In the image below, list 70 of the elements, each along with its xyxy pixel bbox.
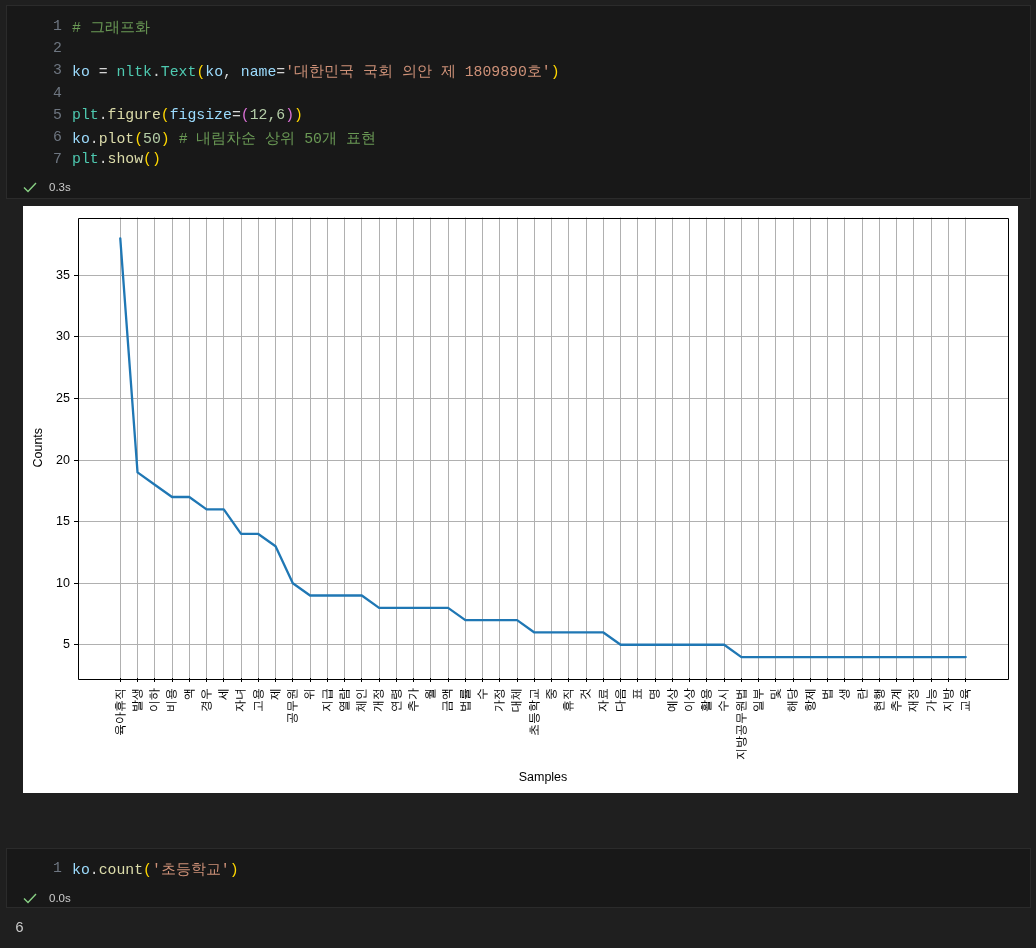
x-tick-label: 추가 bbox=[405, 688, 420, 712]
x-tick-label: 해당 bbox=[785, 688, 800, 712]
x-tick-label: 활용 bbox=[699, 688, 714, 712]
text: 1 # 그래프화 bbox=[52, 18, 150, 36]
x-tick-label: 현행 bbox=[871, 688, 886, 712]
x-tick-label: 열람 bbox=[336, 688, 351, 712]
x-tick-label: 발생 bbox=[129, 688, 144, 712]
y-tick-label: 30 bbox=[56, 329, 71, 344]
x-tick-label: 금액 bbox=[440, 688, 455, 712]
x-tick-label: 지방 bbox=[940, 688, 955, 712]
x-tick-label: 추계 bbox=[889, 688, 904, 712]
x-tick-label: 월 bbox=[423, 688, 438, 700]
x-tick-label: 중 bbox=[543, 688, 558, 700]
x-tick-label: 액 bbox=[181, 688, 196, 700]
text: 7 plt.show() bbox=[52, 151, 161, 168]
y-tick-label: 35 bbox=[56, 267, 71, 282]
x-tick-label: 가능 bbox=[923, 688, 938, 712]
text: 0.0s bbox=[49, 891, 71, 905]
x-tick-label: 명 bbox=[647, 688, 662, 700]
x-tick-label: 경우 bbox=[198, 688, 213, 712]
x-tick-label: 것 bbox=[578, 688, 593, 700]
x-tick-label: 항제 bbox=[802, 688, 817, 712]
x-tick-label: 공무원 bbox=[285, 688, 300, 724]
x-tick-label: 초등학교 bbox=[526, 688, 541, 736]
y-tick-label: 15 bbox=[56, 514, 71, 529]
x-tick-label: 다음 bbox=[612, 688, 627, 712]
text: 6 bbox=[15, 919, 24, 938]
x-tick-label: 이하 bbox=[147, 688, 162, 712]
x-tick-label: 지급 bbox=[319, 688, 334, 712]
x-tick-label: 및 bbox=[768, 688, 783, 700]
x-tick-label: 법률 bbox=[457, 688, 472, 712]
x-tick-label: 비용 bbox=[164, 688, 179, 712]
x-tick-label: 고용 bbox=[250, 688, 265, 712]
x-tick-label: 육아휴직 bbox=[112, 688, 127, 736]
text: 0.3s bbox=[49, 180, 71, 194]
text: 5 plt.figure(figsize=(12,6)) bbox=[53, 106, 303, 123]
x-tick-label: 제 bbox=[267, 688, 282, 700]
x-tick-label: 개정 bbox=[371, 688, 386, 712]
y-tick-label: 5 bbox=[63, 637, 71, 652]
x-tick-label: 가정 bbox=[492, 688, 507, 712]
text: 1 ko.count('초등학교') bbox=[52, 860, 239, 878]
x-tick-label: 표 bbox=[630, 688, 645, 700]
x-tick-label: 체인 bbox=[354, 688, 369, 712]
x-tick-label: 생 bbox=[837, 688, 852, 700]
x-tick-label: 예상 bbox=[664, 688, 679, 712]
y-tick-label: 25 bbox=[56, 390, 71, 405]
y-axis-title: Counts bbox=[30, 427, 45, 468]
text: 3 ko = nltk.Text(ko, name='대한민국 국회 의안 제 1809890호') bbox=[53, 62, 560, 81]
x-tick-label: 대체 bbox=[509, 688, 524, 712]
x-tick-label: 세 bbox=[216, 688, 231, 700]
x-tick-label: 교육 bbox=[958, 688, 973, 712]
x-tick-label: 휴직 bbox=[561, 688, 576, 712]
y-tick-label: 20 bbox=[56, 452, 71, 467]
x-tick-label: 자료 bbox=[595, 688, 610, 712]
x-tick-label: 일부 bbox=[750, 688, 765, 712]
y-tick-label: 10 bbox=[56, 575, 71, 590]
x-tick-label: 수 bbox=[474, 688, 489, 700]
text: 6 ko.plot(50) # 내림차순 상위 50개 표현 bbox=[52, 129, 376, 147]
x-tick-label: 재정 bbox=[906, 688, 921, 712]
x-tick-label: 위 bbox=[302, 688, 317, 700]
x-tick-label: 수시 bbox=[716, 688, 731, 712]
x-axis-title: Samples bbox=[518, 769, 568, 784]
x-tick-label: 자녀 bbox=[233, 688, 248, 712]
x-tick-label: 이상 bbox=[681, 688, 696, 712]
x-tick-label: 란 bbox=[854, 688, 869, 700]
x-tick-label: 지방공무원법 bbox=[733, 688, 748, 760]
text: 4 bbox=[52, 84, 62, 101]
text: 2 bbox=[52, 40, 62, 57]
x-tick-label: 연령 bbox=[388, 688, 403, 712]
x-tick-label: 법 bbox=[820, 688, 835, 700]
